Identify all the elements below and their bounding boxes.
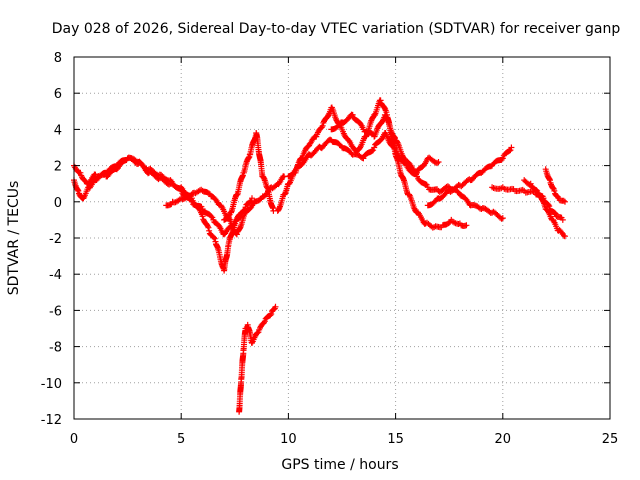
data-points: [71, 97, 568, 415]
series-track-12: [542, 166, 568, 205]
x-tick-label: 10: [280, 432, 297, 447]
data-markers: [71, 154, 245, 238]
data-markers: [542, 166, 568, 205]
series-track-9: [424, 144, 515, 209]
y-tick-labels: -12 -10 -8 -6 -4 -2 0 2 4 6 8: [41, 51, 62, 428]
y-tick-label: -6: [49, 304, 62, 319]
x-tick-label: 20: [495, 432, 512, 447]
y-tick-label: -10: [41, 377, 62, 392]
x-tick-label: 25: [602, 432, 619, 447]
series-track-5: [236, 303, 279, 415]
series-track-2: [71, 154, 245, 238]
x-tick-label: 5: [177, 432, 185, 447]
chart-title: Day 028 of 2026, Sidereal Day-to-day VTE…: [52, 21, 621, 37]
y-tick-label: 2: [54, 160, 62, 175]
grid: [74, 57, 610, 419]
y-axis-label: SDTVAR / TECUs: [6, 181, 22, 296]
x-tick-label: 0: [70, 432, 78, 447]
y-tick-label: 4: [54, 123, 62, 138]
axis-ticks: [73, 56, 611, 420]
series-track-10: [489, 184, 568, 240]
data-markers: [328, 111, 442, 177]
y-tick-label: 8: [54, 51, 62, 66]
data-markers: [221, 130, 277, 223]
data-markers: [236, 303, 279, 415]
y-tick-label: -8: [49, 341, 62, 356]
series-track-8: [328, 111, 442, 177]
data-markers: [424, 144, 515, 209]
x-tick-label: 15: [387, 432, 404, 447]
series-track-4: [221, 130, 277, 223]
y-tick-label: 6: [54, 87, 62, 102]
series-track-11: [521, 177, 566, 223]
y-tick-label: -12: [41, 413, 62, 428]
y-tick-label: -4: [49, 268, 62, 283]
data-markers: [521, 177, 566, 223]
y-tick-label: -2: [49, 232, 62, 247]
x-axis-label: GPS time / hours: [281, 457, 398, 473]
y-tick-label: 0: [54, 196, 62, 211]
x-tick-labels: 0 5 10 15 20 25: [70, 432, 618, 447]
data-markers: [489, 184, 568, 240]
